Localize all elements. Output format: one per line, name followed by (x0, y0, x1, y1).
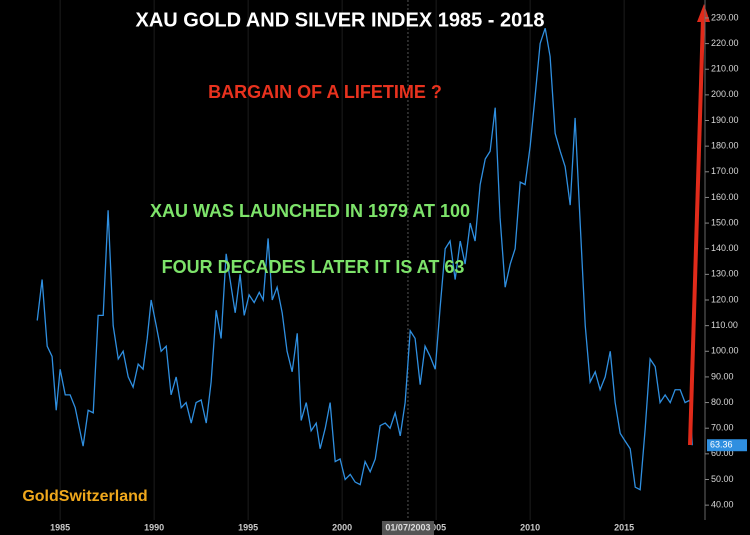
line-series (36, 28, 693, 491)
y-tick-label: 80.00 (711, 397, 734, 407)
y-tick-label: 90.00 (711, 371, 734, 381)
last-value-label: 63.36 (710, 440, 733, 450)
y-tick-label: 40.00 (711, 500, 734, 510)
y-tick-label: 180.00 (711, 141, 739, 151)
y-tick-label: 140.00 (711, 243, 739, 253)
y-tick-label: 170.00 (711, 166, 739, 176)
y-tick-label: 190.00 (711, 115, 739, 125)
annotations: BARGAIN OF A LIFETIME ? XAU WAS LAUNCHED … (22, 82, 470, 505)
y-tick-label: 60.00 (711, 448, 734, 458)
crosshair-label: 01/07/2003 (385, 522, 430, 532)
y-tick-label: 110.00 (711, 320, 738, 330)
last-value-box (707, 439, 747, 452)
y-tick-label: 230.00 (711, 12, 739, 22)
y-tick-label: 150.00 (711, 217, 739, 227)
x-tick-label: 2005 (426, 522, 446, 532)
chart-title: XAU GOLD AND SILVER INDEX 1985 - 2018 (135, 9, 544, 31)
y-tick-label: 200.00 (711, 89, 739, 99)
x-tick-label: 1995 (238, 522, 258, 532)
annotation: XAU WAS LAUNCHED IN 1979 AT 100 (150, 201, 470, 221)
y-tick-label: 220.00 (711, 38, 739, 48)
x-tick-label: 2015 (614, 522, 634, 532)
x-tick-label: 2000 (332, 522, 352, 532)
x-tick-label: 1985 (50, 522, 70, 532)
x-tick-label: 2010 (520, 522, 540, 532)
y-tick-label: 50.00 (711, 474, 734, 484)
y-axis: 1985 1990 1995 2000 2005 2010 2015 40.00 50.00 60… (50, 0, 747, 535)
y-tick-label: 160.00 (711, 192, 739, 202)
x-tick-label: 1990 (144, 522, 164, 532)
crosshair-label-box (381, 521, 434, 535)
y-tick-label: 100.00 (711, 346, 739, 356)
y-tick-label: 130.00 (711, 269, 739, 279)
annotation: BARGAIN OF A LIFETIME ? (208, 82, 442, 102)
plot (36, 28, 693, 491)
annotation: GoldSwitzerland (22, 488, 147, 505)
annotation: FOUR DECADES LATER IT IS AT 63 (162, 257, 465, 277)
arrow-shaft (688, 17, 705, 446)
y-tick-label: 210.00 (711, 64, 739, 74)
grid (59, 0, 625, 520)
y-tick-label: 120.00 (711, 294, 739, 304)
y-tick-label: 70.00 (711, 423, 734, 433)
